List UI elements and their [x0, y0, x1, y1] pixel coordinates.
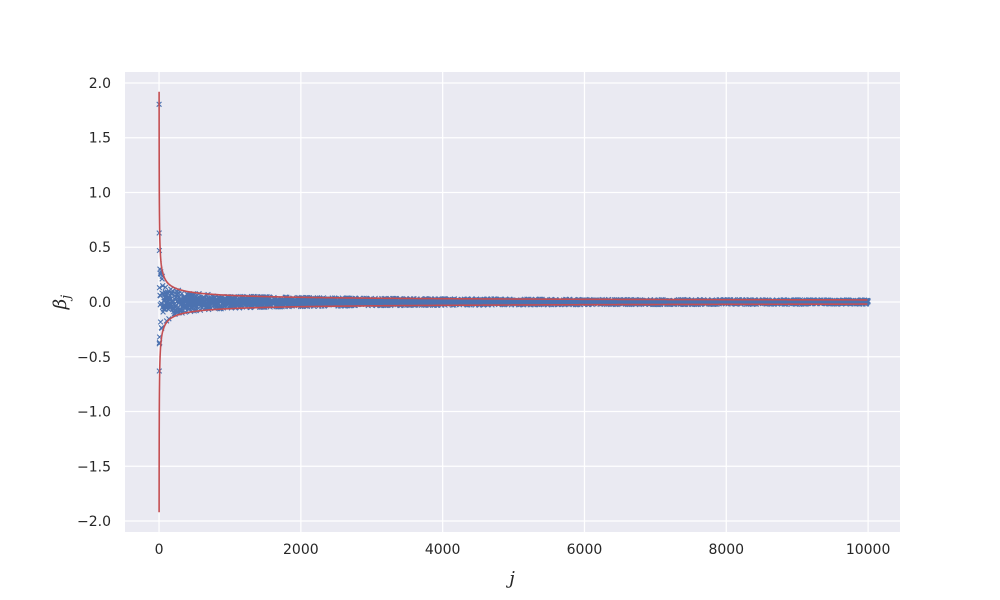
- y-axis-label-subscript: j: [59, 295, 74, 302]
- x-tick-label: 4000: [425, 542, 461, 558]
- lower-envelope-line: [158, 303, 868, 513]
- y-tick-label: 1.5: [89, 131, 111, 147]
- y-tick-label: 1.0: [89, 185, 111, 201]
- x-tick-label: 10000: [846, 542, 891, 558]
- y-tick-label: −0.5: [77, 350, 111, 366]
- y-tick-label: −1.0: [77, 405, 111, 421]
- y-tick-label: 0.5: [89, 240, 111, 256]
- x-tick-label: 8000: [708, 542, 744, 558]
- x-tick-label: 0: [155, 542, 164, 558]
- x-tick-label: 2000: [283, 542, 319, 558]
- x-axis-label: j: [505, 568, 515, 589]
- y-tick-label: −2.0: [77, 514, 111, 530]
- upper-envelope-line: [158, 91, 868, 301]
- envelope-series: [158, 91, 868, 513]
- y-axis-label-main: β: [50, 299, 71, 310]
- y-tick-label: −1.5: [77, 459, 111, 475]
- y-tick-label: 2.0: [89, 76, 111, 92]
- y-tick-label: 0.0: [89, 295, 111, 311]
- tick-labels: 0 2000 4000 6000 8000 10000 2.0 1.5 1.0 0.5 0.0 −0.…: [77, 76, 890, 558]
- x-tick-label: 6000: [567, 542, 603, 558]
- y-axis-label: βj: [50, 295, 74, 310]
